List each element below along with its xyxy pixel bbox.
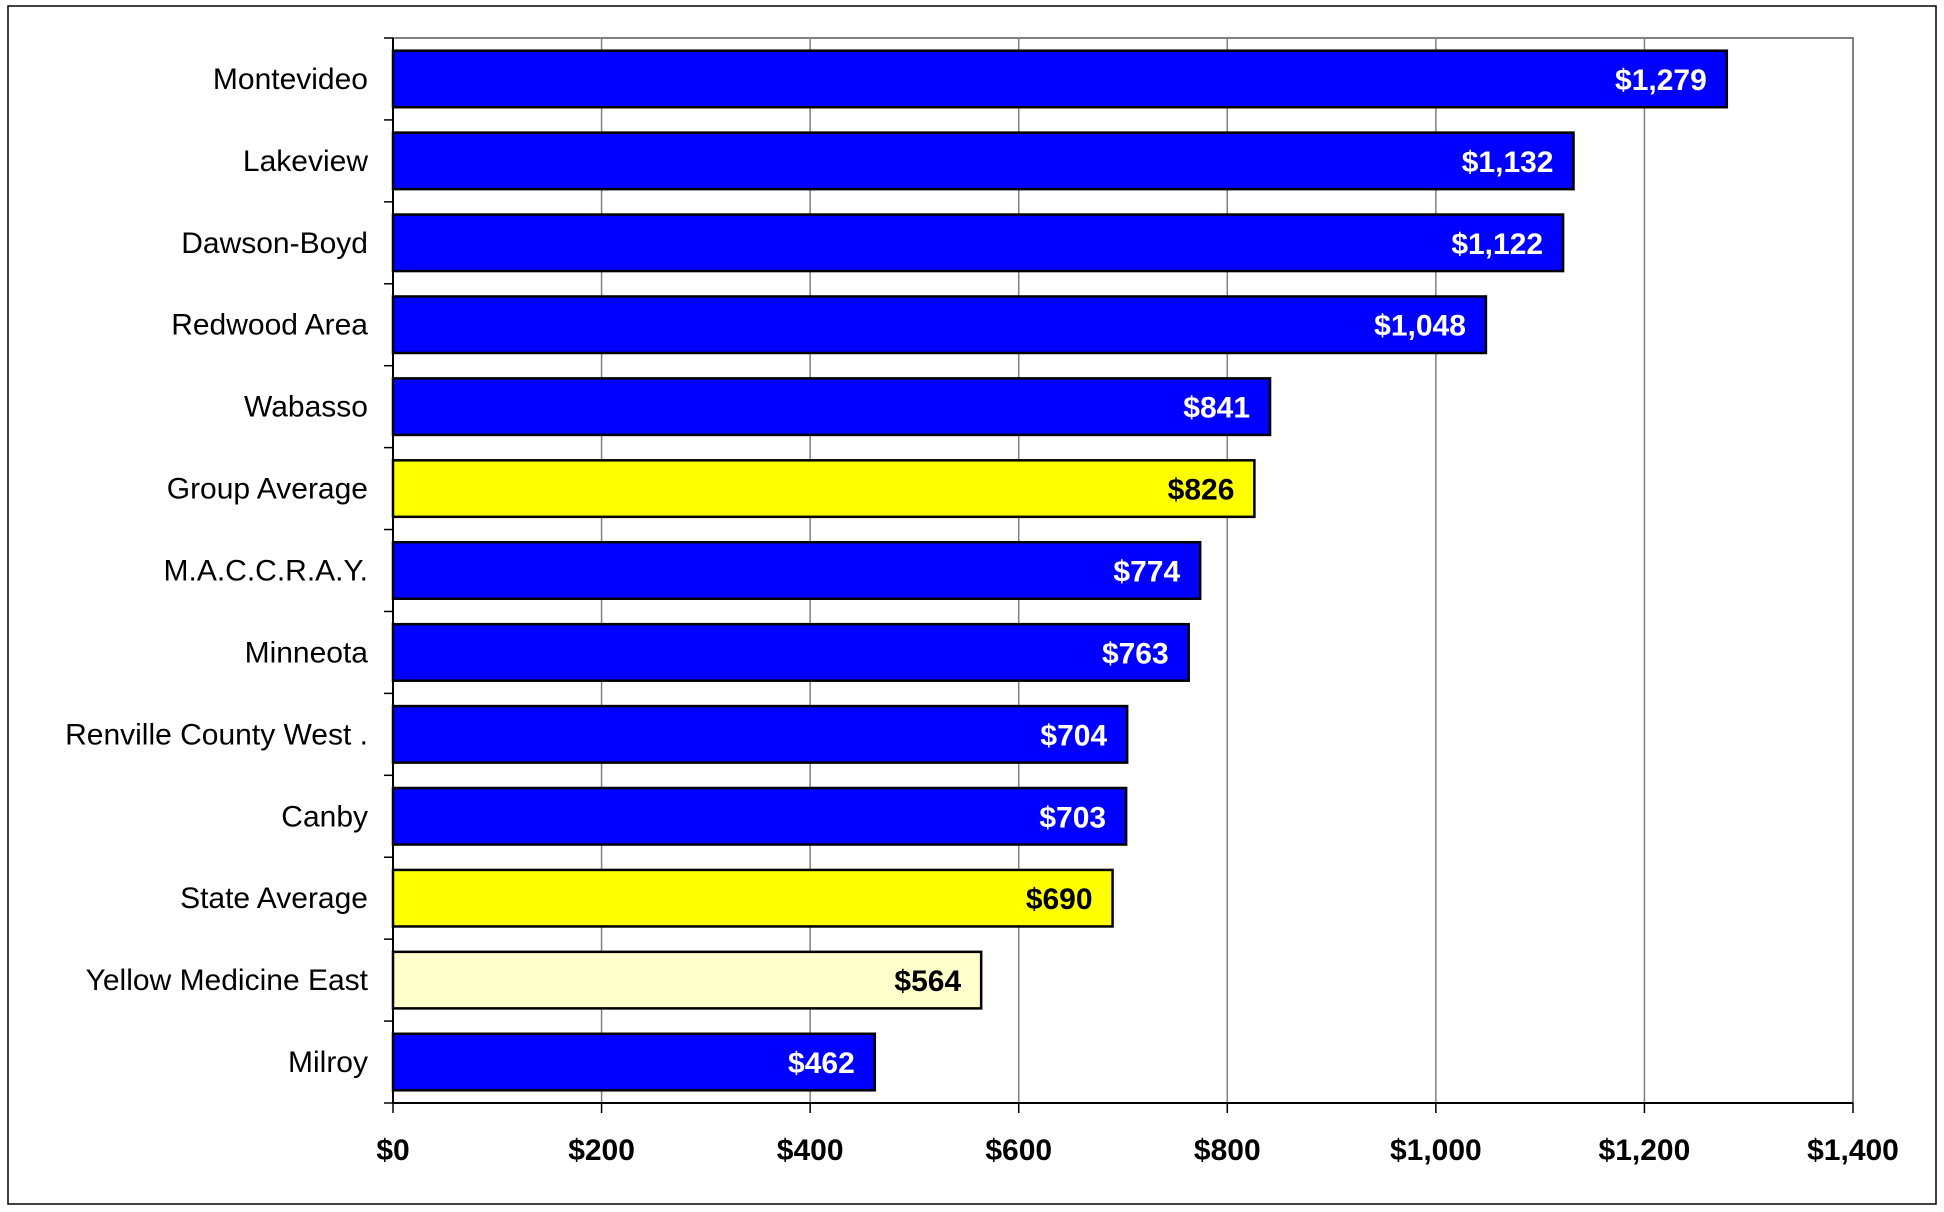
bar [391,950,983,1010]
category-label: Milroy [288,1046,368,1079]
bar [391,786,1128,846]
category-label: Group Average [167,473,368,506]
bar [391,622,1190,682]
category-label: Renville County West . [65,718,368,751]
bar [391,295,1488,355]
data-label: $1,279 [1615,64,1707,97]
bars: $1,279 $1,132 $1,122 $1,048 $841 $826 $774 $763… [391,49,1729,1092]
category-label: M.A.C.C.R.A.Y. [164,555,369,588]
x-tick-label: $600 [985,1134,1052,1167]
data-label: $690 [1026,883,1093,916]
data-label: $763 [1102,637,1169,670]
bar [391,540,1202,601]
bar [391,377,1272,437]
x-tick-label: $0 [376,1134,409,1167]
data-label: $462 [788,1047,855,1080]
data-label: $774 [1113,556,1180,589]
data-label: $703 [1039,801,1106,834]
category-label: Redwood Area [171,309,368,342]
category-label: Canby [281,800,368,833]
category-labels: Montevideo Lakeview Dawson-Boyd Redwood Are… [65,63,369,1079]
x-tick-label: $1,000 [1390,1134,1482,1167]
data-label: $1,048 [1374,310,1466,343]
category-label: Minneota [245,636,369,669]
data-label: $1,132 [1462,146,1554,179]
bar [391,868,1114,928]
category-label: Dawson-Boyd [181,227,368,260]
bar [391,459,1256,519]
bar [391,49,1729,109]
x-tick-label: $400 [777,1134,844,1167]
category-label: Lakeview [243,145,368,178]
x-tick-label: $200 [568,1134,635,1167]
bar [391,213,1565,273]
x-tick-labels: $0 $200 $400 $600 $800 $1,000 $1,200 $1,400 [376,1134,1899,1167]
category-label: Montevideo [213,63,368,96]
x-tick-label: $1,200 [1599,1134,1691,1167]
x-tick-label: $1,400 [1807,1134,1899,1167]
data-label: $841 [1183,392,1250,425]
data-label: $1,122 [1451,228,1543,261]
category-label: State Average [180,882,368,915]
category-label: Wabasso [244,391,368,424]
data-label: $704 [1040,719,1107,752]
axes [384,37,1854,1113]
data-label: $564 [894,965,961,998]
data-label: $826 [1168,474,1235,507]
x-tick-label: $800 [1194,1134,1261,1167]
category-label: Yellow Medicine East [86,964,369,997]
bar [391,704,1129,764]
bar [391,131,1575,191]
